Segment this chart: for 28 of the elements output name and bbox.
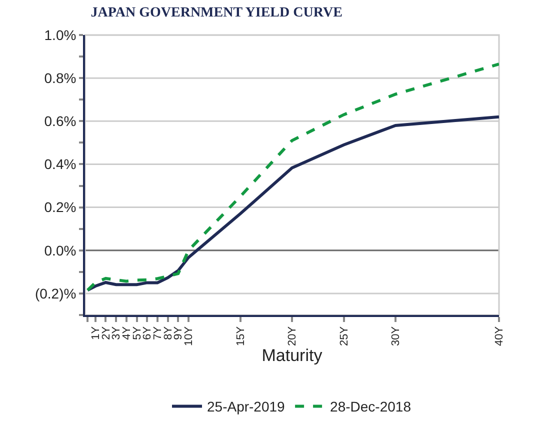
line-series (86, 62, 499, 292)
x-tick-label: 40Y (494, 326, 506, 346)
y-tick-label: (0.2)% (34, 285, 76, 302)
x-tick-label: 4Y (120, 326, 133, 340)
line-series (86, 115, 499, 292)
x-tick-label: 30Y (390, 326, 402, 346)
x-tick-label: 10Y (183, 326, 196, 346)
x-tick-label: 20Y (286, 326, 299, 346)
x-tick-label: 25Y (338, 326, 350, 346)
y-tick-label: 0.4% (44, 156, 76, 172)
x-axis-title: Maturity (262, 346, 323, 365)
x-tick-label: 6Y (142, 326, 154, 340)
y-tick-label: 0.8% (44, 70, 76, 86)
x-tick-label: 9Y (172, 326, 185, 340)
y-tick-label: 0.0% (44, 242, 76, 258)
y-tick-label: 1.0% (44, 26, 76, 43)
y-tick-label: 0.2% (44, 199, 76, 216)
x-tick-label: 1Y (90, 326, 102, 340)
x-tick-label: 3Y (110, 326, 123, 340)
x-tick-label: 7Y (152, 326, 164, 340)
legend-label: 25-Apr-2019 (207, 398, 286, 415)
x-tick-label: 2Y (100, 326, 112, 340)
x-tick-label: 15Y (234, 326, 247, 346)
chart-title: JAPAN GOVERNMENT YIELD CURVE (90, 5, 342, 20)
legend-label: 28-Dec-2018 (330, 398, 412, 415)
y-tick-label: 0.6% (44, 113, 76, 130)
x-tick-label: 5Y (131, 326, 144, 340)
x-tick-label: 8Y (162, 326, 174, 340)
